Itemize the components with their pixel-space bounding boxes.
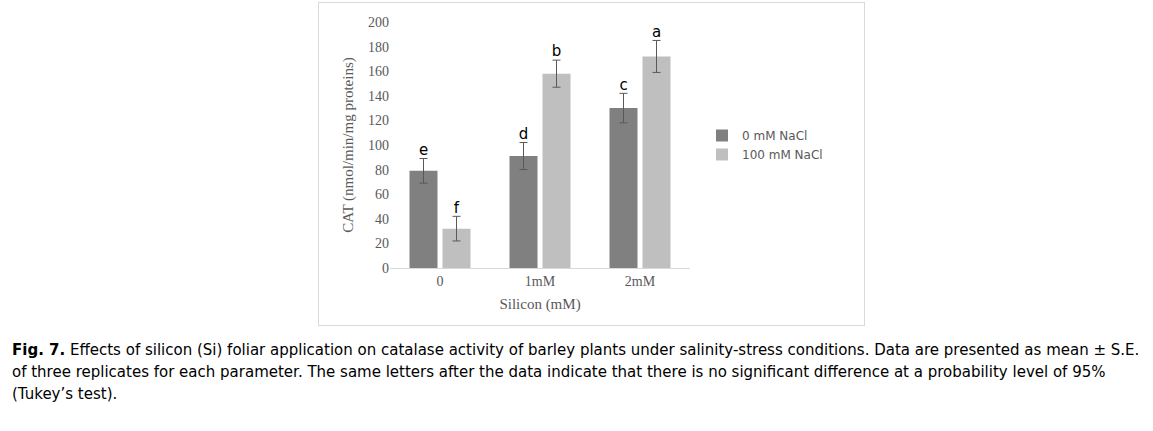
- svg-text:a: a: [652, 23, 661, 41]
- svg-text:160: 160: [368, 64, 389, 79]
- svg-text:100 mM NaCl: 100 mM NaCl: [742, 148, 823, 162]
- svg-text:100: 100: [368, 138, 389, 153]
- svg-text:120: 120: [368, 113, 389, 128]
- html-text:Fig. 7. Effects of silicon (Si: Fig. 7. Effects of silicon (Si) foliar a…: [12, 341, 1140, 403]
- svg-text:140: 140: [368, 89, 389, 104]
- svg-text:20: 20: [375, 236, 389, 251]
- svg-text:0: 0: [382, 261, 389, 276]
- svg-text:2mM: 2mM: [625, 274, 656, 289]
- svg-text:200: 200: [368, 15, 389, 30]
- svg-text:CAT (nmol/min/mg proteins): CAT (nmol/min/mg proteins): [340, 57, 357, 233]
- svg-text:0: 0: [437, 274, 444, 289]
- svg-text:b: b: [552, 42, 562, 60]
- svg-text:d: d: [519, 125, 529, 143]
- svg-text:Silicon (mM): Silicon (mM): [499, 296, 580, 313]
- svg-text:c: c: [619, 76, 627, 94]
- svg-text:180: 180: [368, 40, 389, 55]
- svg-text:40: 40: [375, 212, 389, 227]
- svg-text:0 mM NaCl: 0 mM NaCl: [742, 129, 807, 143]
- svg-text:60: 60: [375, 187, 389, 202]
- svg-text:1mM: 1mM: [525, 274, 556, 289]
- svg-text:e: e: [419, 141, 428, 159]
- svg-text:f: f: [454, 199, 460, 217]
- svg-text:80: 80: [375, 163, 389, 178]
